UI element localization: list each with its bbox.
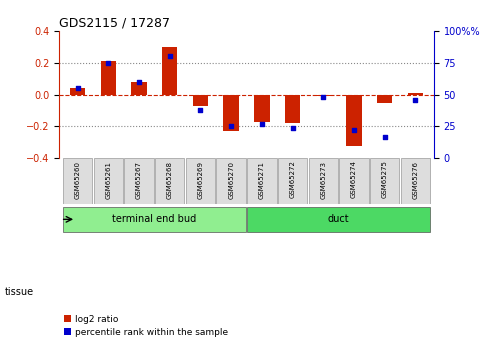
Text: GSM65260: GSM65260 [74,160,80,199]
Text: GSM65269: GSM65269 [197,160,204,199]
Point [227,124,235,129]
Bar [370,158,399,204]
Legend: log2 ratio, percentile rank within the sample: log2 ratio, percentile rank within the s… [64,315,228,337]
Text: GSM65276: GSM65276 [413,160,419,199]
Bar [124,158,154,204]
Text: GSM65274: GSM65274 [351,160,357,198]
Text: GSM65268: GSM65268 [167,160,173,199]
Bar [408,93,423,95]
Text: GSM65267: GSM65267 [136,160,142,199]
Bar [94,158,123,204]
Point [197,107,205,113]
Point [288,125,296,130]
Text: GDS2115 / 17287: GDS2115 / 17287 [59,17,170,30]
Text: duct: duct [328,214,350,224]
Text: GSM65261: GSM65261 [106,160,111,199]
Bar [223,95,239,131]
Bar [254,95,270,122]
Bar [131,82,147,95]
Bar [216,158,246,204]
Text: GSM65275: GSM65275 [382,160,387,198]
Bar [193,95,208,106]
Text: GSM65273: GSM65273 [320,160,326,199]
Point [166,54,174,59]
Point [73,86,81,91]
Point [105,60,112,66]
Point [135,79,143,85]
Bar [70,88,85,95]
Bar [162,47,177,95]
Bar [155,158,184,204]
Text: terminal end bud: terminal end bud [112,214,197,224]
Bar [339,158,369,204]
Bar [346,95,362,146]
Bar [247,207,430,231]
Point [350,128,358,133]
Bar [285,95,300,123]
Text: GSM65272: GSM65272 [289,160,296,198]
Bar [186,158,215,204]
Bar [247,158,277,204]
Point [412,97,420,102]
Text: GSM65270: GSM65270 [228,160,234,199]
Bar [101,61,116,95]
Text: tissue: tissue [5,287,34,296]
Bar [316,95,331,96]
Bar [377,95,392,102]
Point [319,95,327,100]
Point [381,134,388,139]
Bar [309,158,338,204]
Bar [401,158,430,204]
Point [258,121,266,127]
Bar [278,158,307,204]
Bar [63,158,92,204]
Bar [63,207,246,231]
Text: GSM65271: GSM65271 [259,160,265,199]
